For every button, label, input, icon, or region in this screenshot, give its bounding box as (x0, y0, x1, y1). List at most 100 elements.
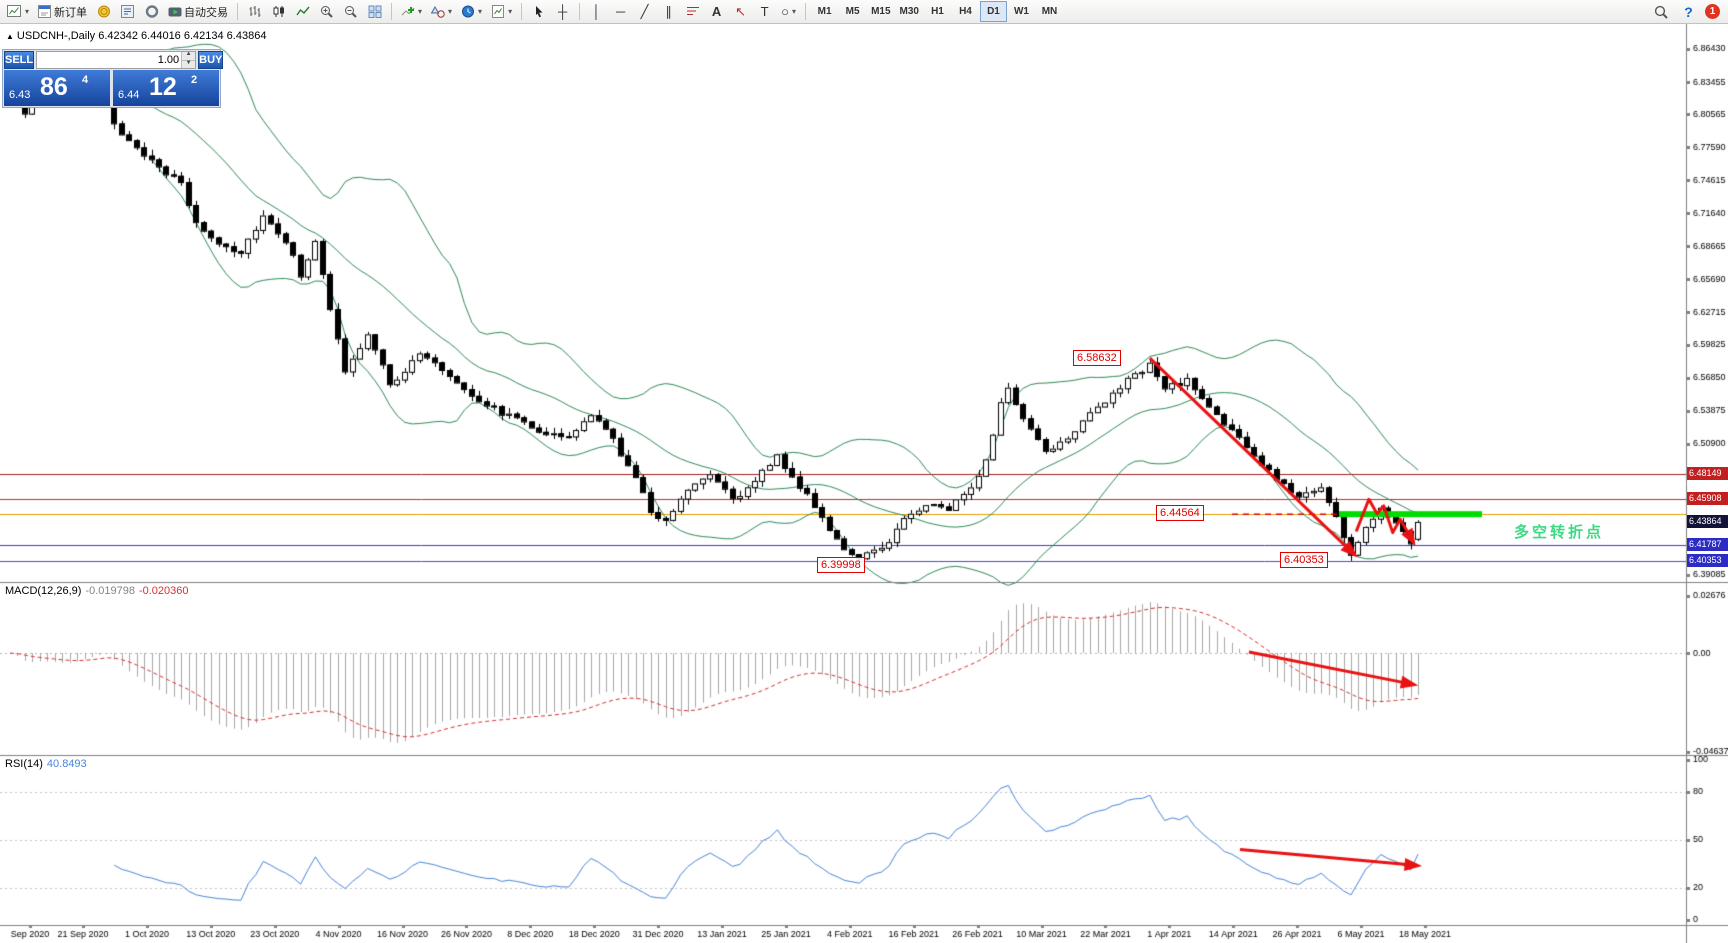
zoom-out-button[interactable] (339, 1, 362, 22)
rsi-value: 40.8493 (46, 758, 87, 770)
volume-down-button[interactable]: ▼ (182, 59, 196, 68)
chart-marker-icon: ▲ (6, 32, 14, 41)
annotation-turning-point-note[interactable]: 多空转折点 (1514, 524, 1605, 541)
editor-icon (120, 5, 134, 18)
text-icon: A (711, 4, 722, 19)
chevron-down-icon: ▾ (478, 7, 483, 16)
toolbar-separator (391, 3, 393, 20)
deposit-button[interactable] (92, 1, 115, 22)
chevron-down-icon: ▾ (508, 7, 513, 16)
price-tag: 6.41787 (1687, 537, 1728, 551)
chevron-down-icon: ▾ (792, 7, 797, 16)
ellipse-icon: ○ (781, 4, 789, 19)
line-chart-button[interactable] (291, 1, 314, 22)
autotrading-button[interactable]: 自动交易 (164, 1, 232, 22)
trendline-button[interactable]: ╱ (633, 1, 656, 22)
autotrading-label: 自动交易 (184, 6, 229, 19)
timeframe-m1-button[interactable]: M1 (817, 6, 832, 17)
annotation-pivot-price[interactable]: 6.44564 (1156, 505, 1204, 521)
buy-price-base: 6.44 (118, 89, 140, 101)
gear-icon (145, 5, 158, 18)
vertical-line-button[interactable]: │ (585, 1, 608, 22)
new-order-button[interactable]: 新订单 (34, 1, 91, 22)
chart-title: ▲ USDCNH-,Daily 6.42342 6.44016 6.42134 6… (6, 30, 266, 42)
channel-button[interactable]: ∥ (657, 1, 680, 22)
new-chart-button[interactable]: ▾ (3, 1, 33, 22)
toolbar-separator (521, 3, 523, 20)
text-button[interactable]: A (705, 1, 728, 22)
new-order-icon (38, 5, 52, 18)
chevron-down-icon: ▾ (25, 7, 30, 16)
price-tag: 6.48149 (1687, 467, 1728, 481)
arrow-tool-icon: ↖ (735, 4, 747, 19)
timeframe-m15-button[interactable]: M15 (871, 6, 891, 17)
toolbar-separator (579, 3, 581, 20)
search-button[interactable] (1649, 1, 1672, 22)
cursor-button[interactable] (527, 1, 550, 22)
vertical-line-icon: │ (592, 4, 601, 19)
sell-price-big: 86 (40, 73, 68, 101)
price-chart-canvas[interactable] (0, 24, 1728, 943)
chevron-down-icon: ▾ (418, 7, 423, 16)
help-button[interactable]: ? (1677, 1, 1700, 22)
buy-price-big: 12 (149, 73, 177, 101)
candlestick-chart-button[interactable] (267, 1, 290, 22)
volume-input[interactable] (37, 52, 182, 68)
macd-main-value: -0.019798 (85, 585, 135, 597)
toolbar: ▾ 新订单 自动交易 (0, 0, 1728, 24)
shapes-button[interactable]: ○ ▾ (777, 1, 800, 22)
metaeditor-button[interactable] (116, 1, 139, 22)
macd-signal-value: -0.020360 (138, 585, 189, 597)
toolbar-separator (805, 3, 807, 20)
volume-up-button[interactable]: ▲ (182, 51, 196, 60)
annotation-peak-price[interactable]: 6.58632 (1073, 350, 1121, 366)
sell-price-base: 6.43 (9, 89, 31, 101)
sell-button[interactable]: SELL (4, 51, 35, 69)
timeframe-mn-button[interactable]: MN (1041, 6, 1058, 17)
templates-button[interactable]: ▾ (487, 1, 516, 22)
arrows-tool-button[interactable]: ↖ (729, 1, 752, 22)
ohlc-values: 6.42342 6.44016 6.42134 6.43864 (98, 30, 267, 42)
horizontal-line-button[interactable]: ─ (609, 1, 632, 22)
label-button[interactable]: T (753, 1, 776, 22)
cursor-icon (535, 6, 543, 18)
price-tag: 6.45908 (1687, 492, 1728, 506)
horizontal-line-icon: ─ (615, 4, 626, 19)
volume-box: ▲ ▼ (36, 51, 197, 69)
sell-price-button[interactable]: 6.43 86 4 (4, 70, 110, 106)
rsi-name: RSI(14) (5, 758, 43, 770)
bar-chart-button[interactable] (243, 1, 266, 22)
options-button[interactable] (140, 1, 163, 22)
timeframe-w1-button[interactable]: W1 (1013, 6, 1029, 17)
zoom-in-button[interactable] (315, 1, 338, 22)
timeframe-m5-button[interactable]: M5 (845, 6, 860, 17)
symbol-period: USDCNH-,Daily (16, 30, 96, 42)
tile-windows-button[interactable] (363, 1, 386, 22)
toolbar-right-group: ? 1 (1649, 1, 1725, 22)
objects-icon (431, 6, 445, 18)
timeframe-h1-button[interactable]: H1 (931, 6, 944, 17)
candlestick-icon (273, 6, 284, 17)
bar-chart-icon (249, 6, 261, 17)
annotation-low2-price[interactable]: 6.40353 (1280, 552, 1328, 568)
crosshair-button[interactable]: ┼ (551, 1, 574, 22)
chart-window: ▲ USDCNH-,Daily 6.42342 6.44016 6.42134 6… (0, 24, 1728, 943)
objects-button[interactable]: ▾ (427, 1, 456, 22)
indicators-button[interactable]: ▾ (397, 1, 426, 22)
timeframe-d1-button[interactable]: D1 (979, 1, 1007, 22)
notifications-badge[interactable]: 1 (1705, 4, 1720, 19)
buy-button[interactable]: BUY (198, 51, 224, 69)
sell-price-sup: 4 (82, 74, 89, 86)
trendline-icon: ╱ (640, 4, 649, 19)
timeframe-m30-button[interactable]: M30 (899, 6, 919, 17)
macd-name: MACD(12,26,9) (5, 585, 82, 597)
annotation-low1-price[interactable]: 6.39998 (817, 557, 865, 573)
one-click-trading-panel: SELL ▲ ▼ BUY 6.43 86 4 6.44 (2, 49, 224, 108)
buy-price-sup: 2 (191, 74, 198, 86)
periods-button[interactable]: ▾ (457, 1, 486, 22)
timeframe-h4-button[interactable]: H4 (959, 6, 972, 17)
tile-windows-icon (368, 5, 382, 18)
fibonacci-button[interactable] (681, 1, 704, 22)
price-tag-current: 6.43864 (1687, 514, 1728, 528)
buy-price-button[interactable]: 6.44 12 2 (113, 70, 219, 106)
